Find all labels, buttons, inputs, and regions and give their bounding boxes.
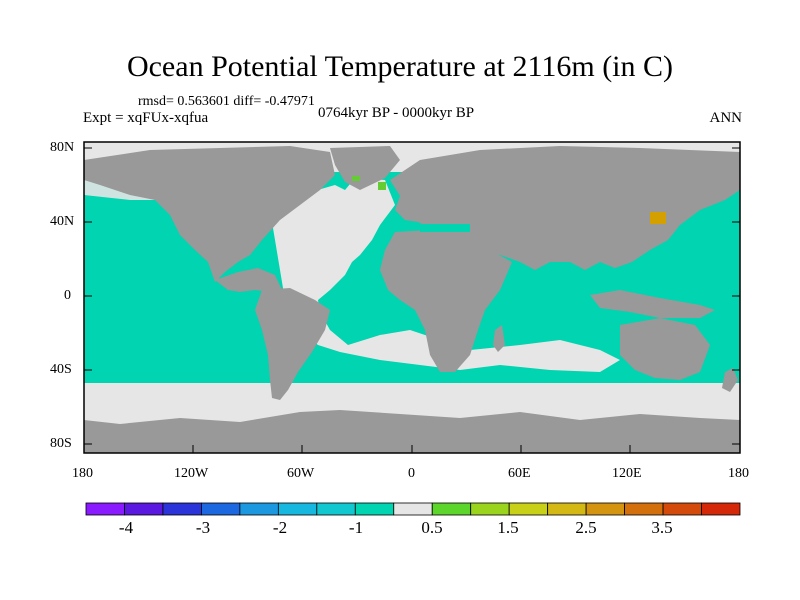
colorbar-swatch — [508, 502, 549, 516]
warm-anomaly — [650, 212, 666, 224]
antarctic-shelf — [84, 410, 740, 432]
colorbar-label-1: -4 — [118, 518, 134, 537]
colorbar — [85, 502, 741, 516]
colorbar-swatch — [624, 502, 664, 516]
map-panel — [83, 141, 741, 454]
lon-label-180w: 180 — [72, 466, 93, 481]
colorbar-label-2: -3 — [195, 518, 211, 537]
colorbar-label-4: -1 — [348, 518, 364, 537]
south-america — [255, 288, 330, 400]
colorbar-label-8: 3.5 — [651, 518, 673, 537]
colorbar-swatch — [316, 502, 356, 516]
lat-label-80n: 80N — [50, 140, 75, 155]
lat-label-40n: 40N — [50, 214, 75, 229]
lon-label-60e: 60E — [508, 466, 531, 481]
lon-ticks — [83, 445, 741, 453]
stats-text: rmsd= 0.563601 diff= -0.47971 — [138, 94, 315, 109]
period-label: 0764kyr BP - 0000kyr BP — [318, 105, 475, 121]
lat-ticks — [84, 147, 740, 445]
colorbar-swatch — [85, 502, 125, 516]
atlantic-neutral — [270, 178, 620, 372]
colorbar-swatch — [239, 502, 279, 516]
green-anomaly-2 — [378, 182, 386, 190]
colorbar-label-6: 1.5 — [497, 518, 519, 537]
colorbar-swatch — [162, 502, 202, 516]
colorbar-swatch — [124, 502, 164, 516]
green-anomaly-1 — [352, 176, 360, 181]
colorbar-swatch — [662, 502, 702, 516]
lat-label-0: 0 — [64, 288, 71, 303]
colorbar-swatch — [585, 502, 625, 516]
colorbar-swatch — [393, 502, 433, 516]
colorbar-label-7: 2.5 — [575, 518, 597, 537]
central-america — [215, 268, 282, 292]
colorbar-label-5: 0.5 — [421, 518, 443, 537]
colorbar-swatch — [354, 502, 395, 516]
lon-label-120w: 120W — [174, 466, 209, 481]
lon-label-0: 0 — [408, 466, 415, 481]
season-label: ANN — [709, 110, 743, 126]
lon-label-60w: 60W — [287, 466, 315, 481]
map-title: Ocean Potential Temperature at 2116m (in… — [126, 50, 674, 83]
australia — [620, 318, 710, 380]
colorbar-swatch — [547, 502, 587, 516]
africa — [380, 230, 512, 372]
experiment-label: Expt = xqFUx-xqfua — [83, 110, 209, 126]
colorbar-swatch — [470, 502, 510, 516]
lat-label-40s: 40S — [50, 362, 72, 377]
antarctica — [84, 430, 740, 453]
new-zealand — [722, 368, 738, 392]
mediterranean — [420, 224, 470, 232]
greenland — [330, 146, 400, 190]
eurasia — [390, 146, 740, 270]
colorbar-swatch — [201, 502, 241, 516]
lon-label-180e: 180 — [728, 466, 749, 481]
colorbar-swatch — [431, 502, 472, 516]
colorbar-label-3: -2 — [272, 518, 288, 537]
madagascar — [493, 325, 505, 352]
maritime-continent — [590, 290, 715, 318]
north-america — [84, 146, 335, 282]
lat-label-80s: 80S — [50, 436, 72, 451]
lon-label-120e: 120E — [612, 466, 642, 481]
colorbar-swatch — [277, 502, 318, 516]
colorbar-swatch — [701, 502, 741, 516]
